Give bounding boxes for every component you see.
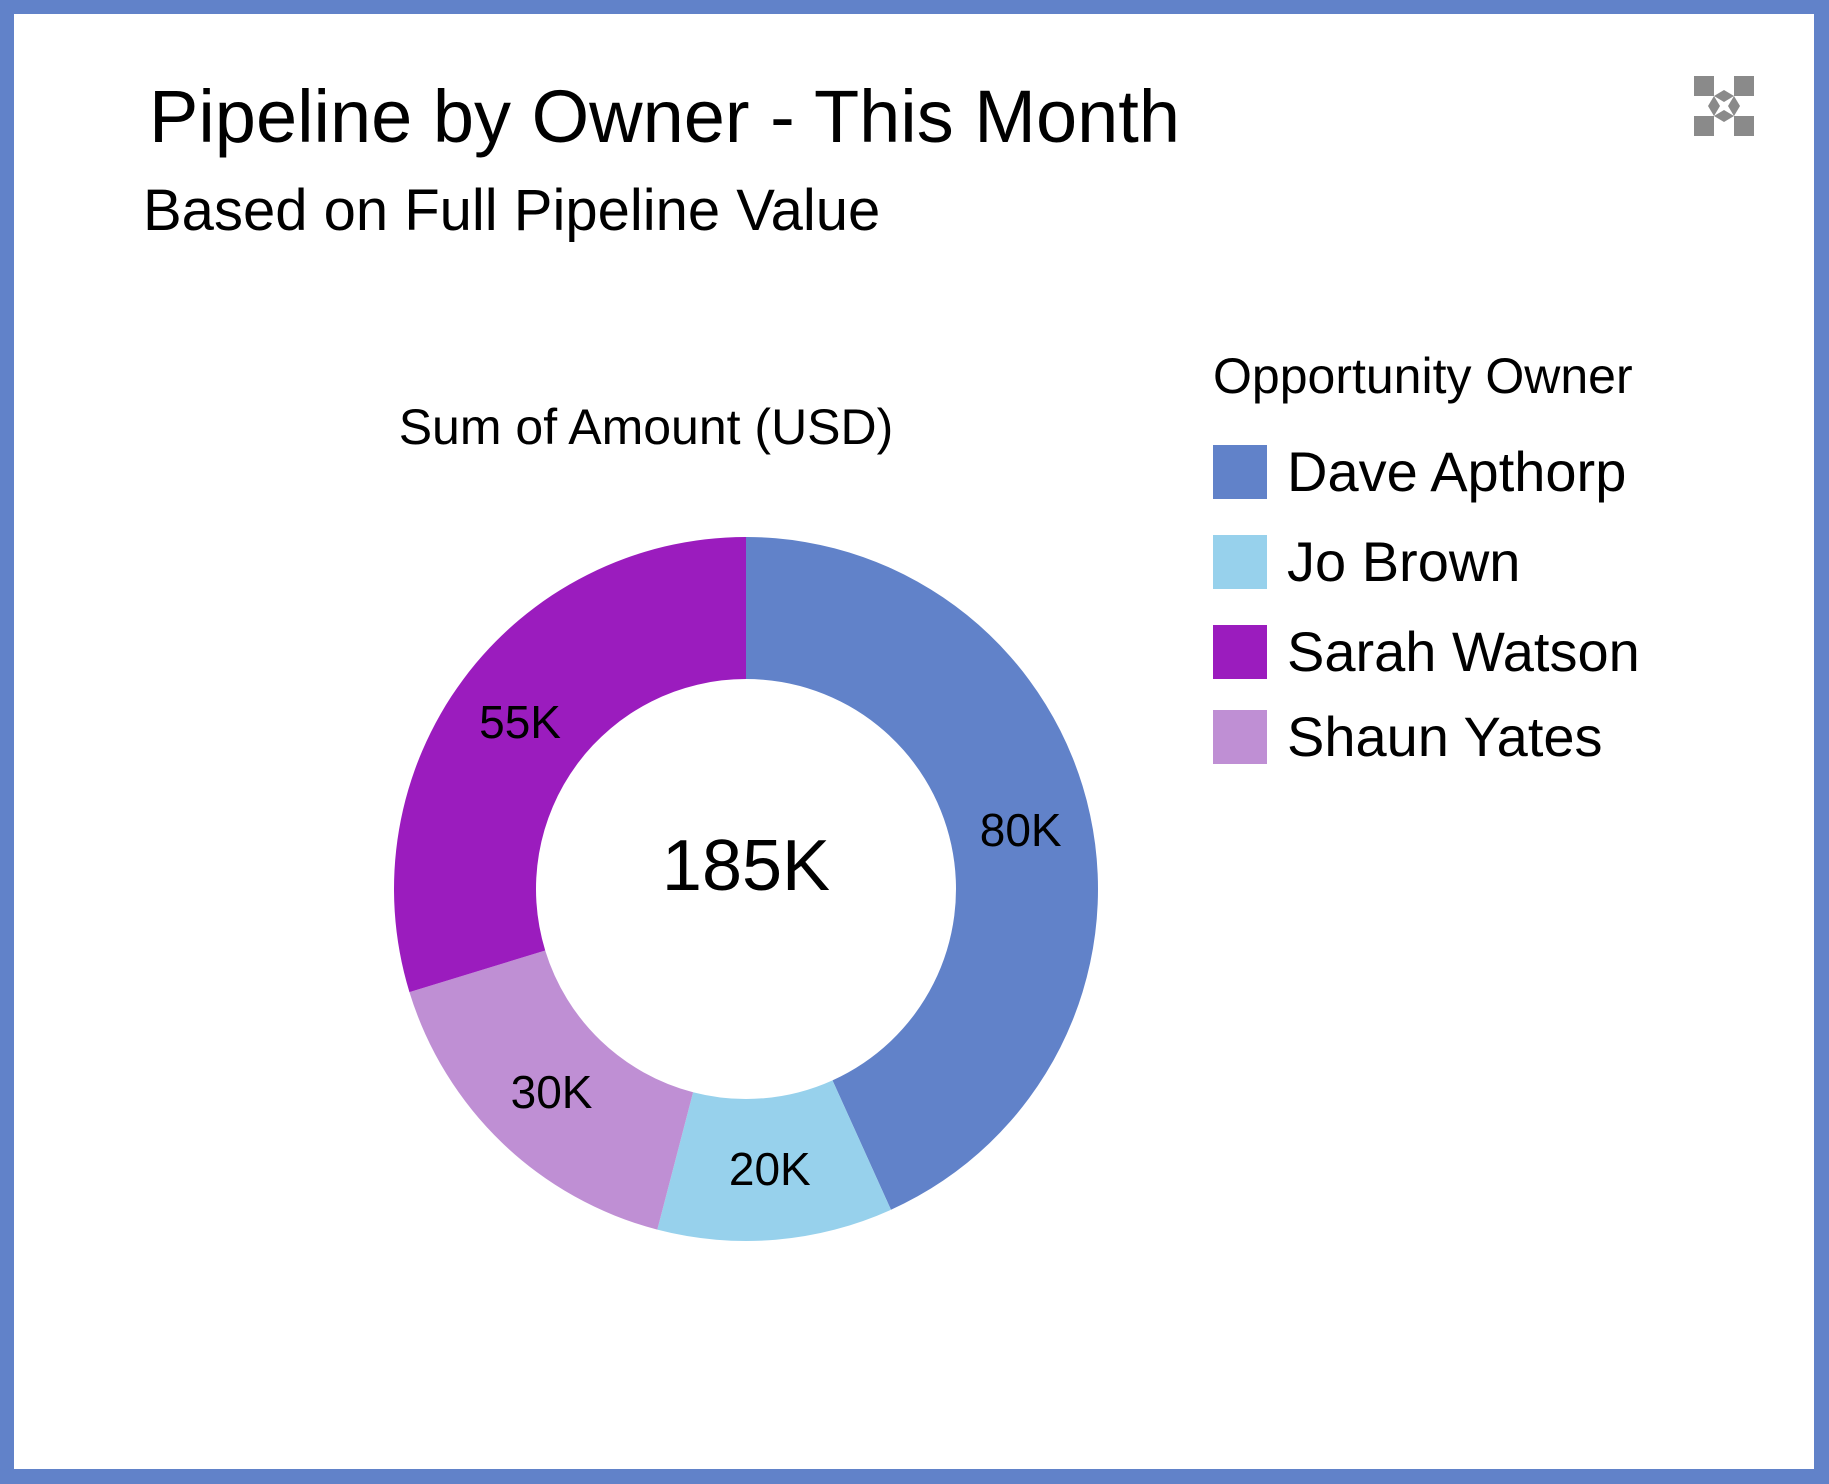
slice-value-label-jo-brown: 20K [729,1143,811,1195]
donut-total-label: 185K [662,826,830,906]
legend-swatch [1213,445,1267,499]
donut-slice-jo-brown[interactable] [657,1080,891,1241]
donut-slice-dave-apthorp[interactable] [746,537,1099,1210]
slice-value-label-shaun-yates: 30K [511,1066,593,1118]
donut-chart: Sum of Amount (USD) 80K 20K 30K 55K 185K [394,399,1099,1241]
legend-item-shaun-yates[interactable]: Shaun Yates [1213,705,1603,768]
chart-subtitle: Based on Full Pipeline Value [143,178,881,243]
slice-value-label-sarah-watson: 55K [479,696,561,748]
donut-slice-shaun-yates[interactable] [409,950,694,1230]
legend-swatch [1213,710,1267,764]
legend-swatch [1213,625,1267,679]
legend-item-sarah-watson[interactable]: Sarah Watson [1213,620,1640,683]
measure-label: Sum of Amount (USD) [399,399,894,455]
legend-label: Jo Brown [1287,530,1521,593]
legend-label: Dave Apthorp [1287,440,1627,503]
legend-title: Opportunity Owner [1213,348,1633,404]
dashboard-card: Pipeline by Owner - This Month Based on … [14,14,1814,1469]
expand-arrows-icon[interactable] [1694,76,1754,136]
slice-value-label-dave-apthorp: 80K [980,804,1062,856]
donut-slice-sarah-watson[interactable] [394,537,746,993]
legend-item-jo-brown[interactable]: Jo Brown [1213,530,1521,593]
chart-title: Pipeline by Owner - This Month [149,75,1180,158]
legend-swatch [1213,535,1267,589]
legend-label: Sarah Watson [1287,620,1640,683]
legend-label: Shaun Yates [1287,705,1603,768]
legend-item-dave-apthorp[interactable]: Dave Apthorp [1213,440,1627,503]
